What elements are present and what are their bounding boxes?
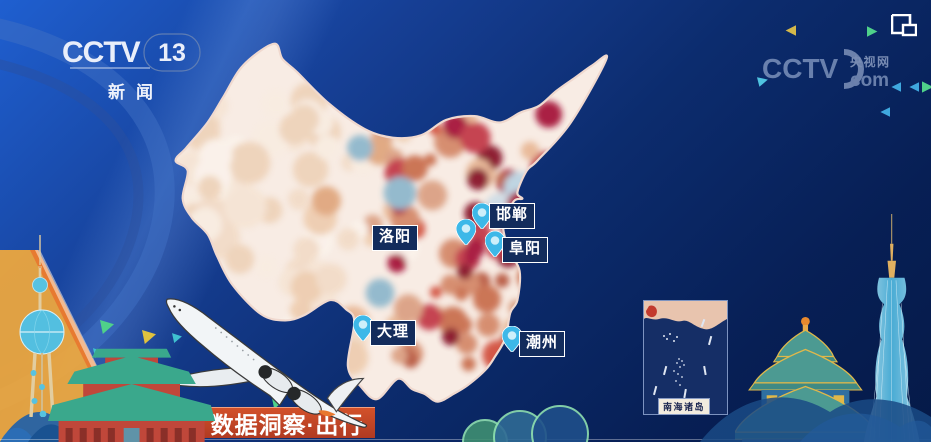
svg-text:13: 13 (158, 39, 186, 67)
svg-text:CCTV: CCTV (762, 53, 839, 84)
svg-text:com: com (850, 70, 889, 91)
svg-text:CCTV: CCTV (62, 36, 141, 69)
svg-text:央视网: 央视网 (850, 54, 891, 69)
